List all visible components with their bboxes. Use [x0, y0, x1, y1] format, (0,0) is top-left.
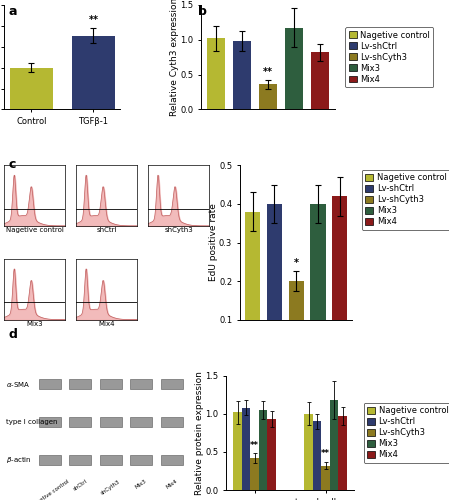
Bar [39, 417, 61, 427]
Bar [100, 417, 122, 427]
Bar [130, 454, 152, 465]
Y-axis label: Relative Cyth3 expression: Relative Cyth3 expression [170, 0, 179, 116]
Bar [72, 36, 115, 110]
Text: shCyth3: shCyth3 [100, 478, 122, 496]
Bar [10, 68, 53, 110]
Bar [233, 41, 251, 110]
Text: **: ** [88, 15, 98, 25]
Text: $\beta$-actin: $\beta$-actin [6, 454, 32, 464]
Text: b: b [198, 5, 207, 18]
Bar [242, 408, 251, 490]
Text: d: d [9, 328, 18, 340]
Text: shCtrl: shCtrl [72, 478, 88, 492]
Text: Nagetive control: Nagetive control [30, 478, 70, 500]
Bar [267, 204, 282, 358]
X-axis label: shCyth3: shCyth3 [164, 228, 193, 234]
Bar [268, 419, 276, 490]
Bar [161, 379, 183, 390]
Text: $\alpha$-SMA: $\alpha$-SMA [6, 380, 31, 388]
Text: a: a [9, 5, 18, 18]
Bar [70, 379, 91, 390]
X-axis label: Nagetive control: Nagetive control [6, 228, 64, 234]
Bar [161, 454, 183, 465]
Legend: Nagetive control, Lv-shCtrl, Lv-shCyth3, Mix3, Mix4: Nagetive control, Lv-shCtrl, Lv-shCyth3,… [364, 403, 449, 463]
Bar [310, 204, 326, 358]
Bar [289, 281, 304, 358]
Bar [259, 84, 277, 110]
Bar [130, 417, 152, 427]
X-axis label: shCtrl: shCtrl [97, 228, 117, 234]
Bar [39, 454, 61, 465]
Bar [321, 466, 330, 490]
Bar [245, 212, 260, 358]
Bar [313, 422, 321, 490]
Text: Mix3: Mix3 [135, 478, 148, 490]
Y-axis label: Relative protein expression: Relative protein expression [195, 371, 204, 494]
Bar [311, 52, 329, 110]
Bar [130, 379, 152, 390]
Bar [39, 379, 61, 390]
Text: c: c [9, 158, 16, 170]
Bar [70, 454, 91, 465]
Text: type I collagen: type I collagen [6, 419, 58, 425]
Bar [251, 458, 259, 490]
Bar [207, 38, 225, 110]
Bar [233, 412, 242, 490]
Bar [285, 28, 303, 110]
Text: **: ** [321, 449, 330, 458]
Bar [100, 379, 122, 390]
Bar [70, 417, 91, 427]
Bar [259, 410, 268, 490]
Bar [100, 454, 122, 465]
Bar [332, 196, 348, 358]
Text: **: ** [263, 68, 273, 78]
Y-axis label: EdU positive rate: EdU positive rate [209, 204, 218, 282]
Legend: Nagetive control, Lv-shCtrl, Lv-shCyth3, Mix3, Mix4: Nagetive control, Lv-shCtrl, Lv-shCyth3,… [345, 27, 433, 87]
Bar [161, 417, 183, 427]
Legend: Nagetive control, Lv-shCtrl, Lv-shCyth3, Mix3, Mix4: Nagetive control, Lv-shCtrl, Lv-shCyth3,… [361, 170, 449, 230]
Bar [304, 414, 313, 490]
Text: Mix4: Mix4 [165, 478, 179, 490]
X-axis label: Mix3: Mix3 [26, 321, 43, 327]
Text: **: ** [250, 440, 259, 450]
Bar [339, 416, 347, 490]
Bar [330, 400, 339, 490]
X-axis label: Mix4: Mix4 [99, 321, 115, 327]
Text: *: * [294, 258, 299, 268]
